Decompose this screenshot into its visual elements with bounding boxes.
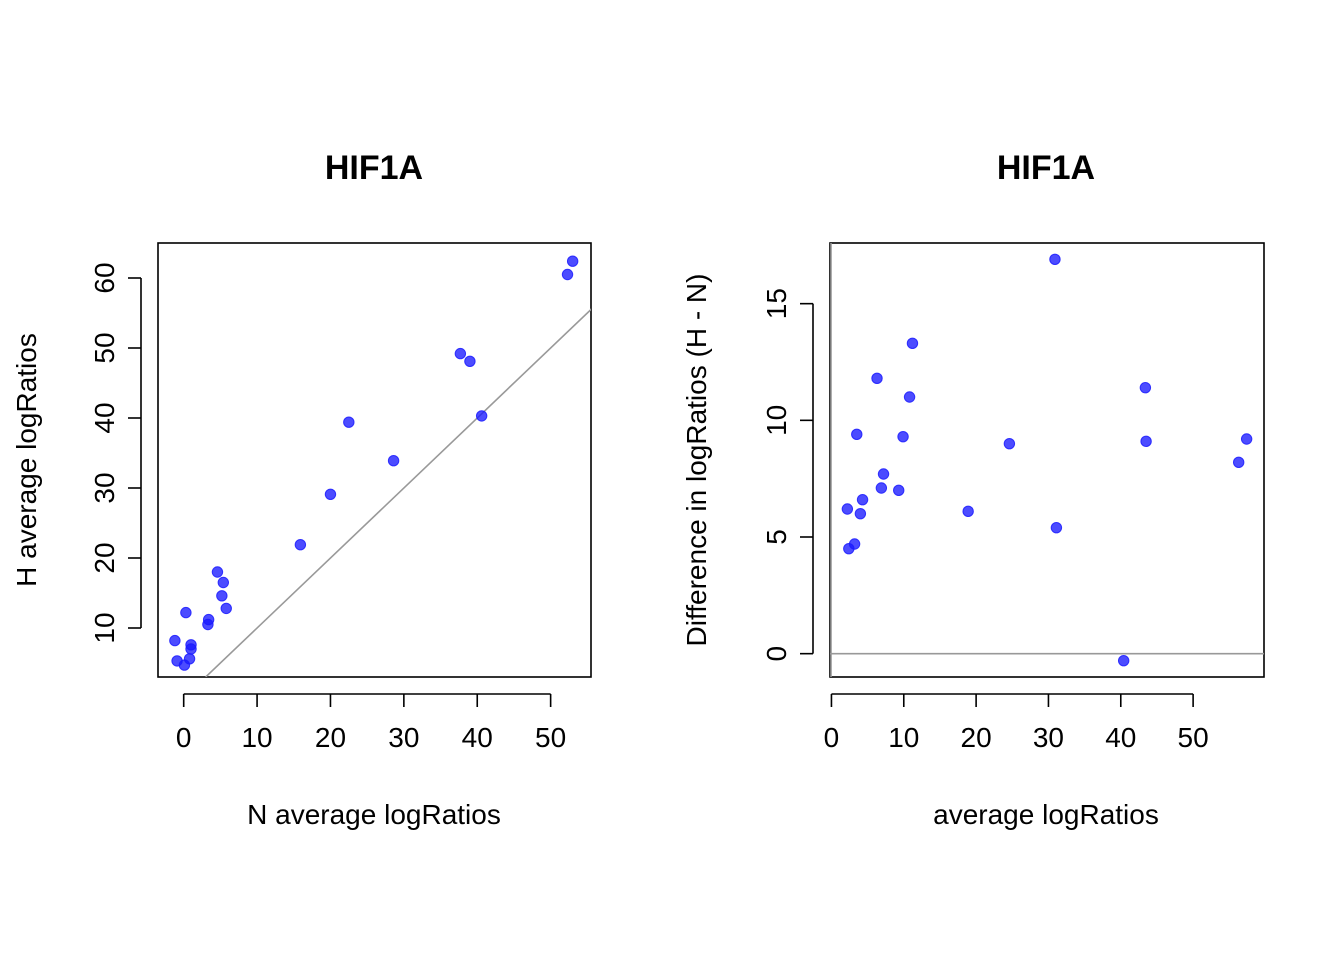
data-point <box>1140 435 1152 448</box>
data-point <box>962 505 974 518</box>
y-tick-label: 60 <box>89 262 120 293</box>
y-tick-label: 5 <box>761 529 792 545</box>
data-point <box>183 653 196 665</box>
plot-frame <box>829 242 1265 678</box>
data-point <box>1050 521 1063 534</box>
data-point <box>893 484 905 497</box>
data-point <box>454 347 467 360</box>
data-point <box>1139 381 1152 394</box>
plot-frame <box>157 242 592 678</box>
data-point <box>211 566 224 578</box>
y-tick-label: 30 <box>89 472 120 503</box>
data-point <box>1003 437 1016 450</box>
x-tick-label: 20 <box>961 722 992 753</box>
x-tick-label: 20 <box>315 722 346 753</box>
panel-title: HIF1A <box>997 149 1095 187</box>
y-tick-label: 50 <box>89 332 120 363</box>
x-tick-label: 50 <box>1178 722 1209 753</box>
x-tick-label: 10 <box>888 722 919 753</box>
data-point <box>464 355 476 367</box>
data-point <box>202 613 215 626</box>
data-point <box>216 590 228 602</box>
data-point <box>217 576 230 589</box>
identity-reference-line <box>205 308 591 677</box>
data-point <box>180 606 192 619</box>
x-tick-label: 30 <box>1033 722 1064 753</box>
y-axis-label: Difference in logRatios (H - N) <box>681 274 712 647</box>
data-point <box>294 539 307 551</box>
data-point <box>851 428 863 441</box>
data-point <box>566 255 579 267</box>
data-point <box>856 493 869 506</box>
panel-difference-vs-average: HIF1A average logRatios Difference in lo… <box>681 149 1265 830</box>
y-tick-label: 10 <box>89 612 120 643</box>
data-point <box>841 503 854 515</box>
data-point <box>475 410 488 422</box>
x-tick-label: 0 <box>176 722 192 753</box>
data-point <box>1117 654 1130 667</box>
y-tick-label: 15 <box>761 288 792 319</box>
x-axis-label: average logRatios <box>933 799 1159 830</box>
data-point <box>875 482 888 494</box>
x-tick-label: 50 <box>535 722 566 753</box>
y-tick-label: 0 <box>761 646 792 662</box>
x-tick-label: 0 <box>824 722 840 753</box>
y-axis-label: H average logRatios <box>11 333 42 587</box>
x-axis-label: N average logRatios <box>247 799 501 830</box>
data-point <box>871 372 883 385</box>
data-point <box>877 468 890 480</box>
data-point <box>906 337 919 350</box>
data-point <box>387 455 400 467</box>
x-tick-label: 10 <box>241 722 272 753</box>
data-point <box>897 430 909 443</box>
data-point <box>185 639 197 651</box>
panel-title: HIF1A <box>325 149 423 187</box>
data-point <box>854 507 867 520</box>
data-point <box>561 268 574 281</box>
data-point <box>220 602 232 615</box>
data-point <box>343 416 355 428</box>
data-point <box>848 538 861 550</box>
data-point <box>1232 456 1245 469</box>
data-point <box>903 391 916 403</box>
data-point <box>324 488 337 500</box>
data-point <box>169 634 181 647</box>
x-tick-label: 40 <box>462 722 493 753</box>
y-tick-label: 10 <box>761 405 792 436</box>
x-tick-label: 30 <box>388 722 419 753</box>
panel-h-vs-n: HIF1A N average logRatios H average logR… <box>11 149 592 830</box>
x-tick-label: 40 <box>1105 722 1136 753</box>
data-point <box>1240 433 1253 445</box>
y-tick-label: 40 <box>89 402 120 433</box>
y-tick-label: 20 <box>89 542 120 573</box>
data-point <box>1049 253 1061 266</box>
